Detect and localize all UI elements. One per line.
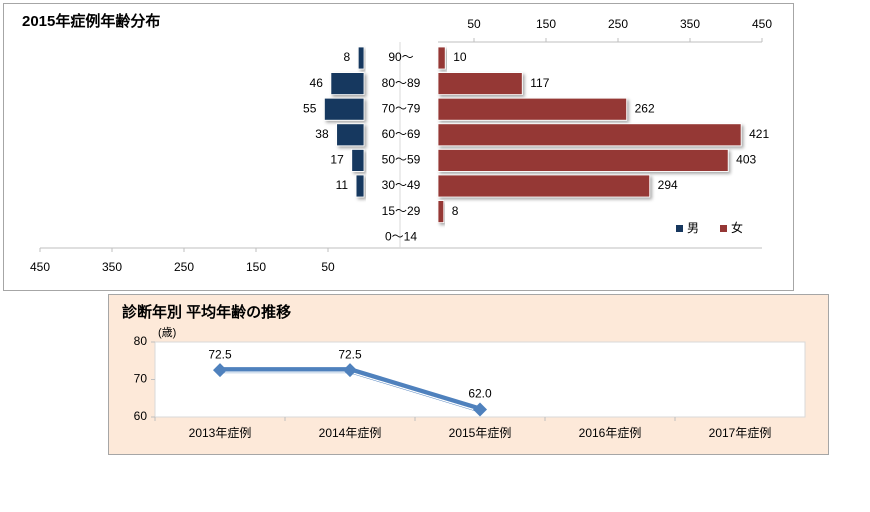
x-tick-label: 50 <box>467 17 481 31</box>
bar <box>437 148 729 172</box>
bar <box>336 123 365 147</box>
value-label: 72.5 <box>338 347 362 361</box>
bar <box>355 174 365 198</box>
value-label: 46 <box>310 76 324 90</box>
x-tick-label: 450 <box>30 260 50 274</box>
x-tick-label: 350 <box>102 260 122 274</box>
bar <box>323 97 365 121</box>
value-label: 10 <box>453 50 467 64</box>
value-label: 72.5 <box>208 347 232 361</box>
y-axis-label: (歳) <box>158 326 176 339</box>
category-label: 70〜79 <box>382 101 421 115</box>
value-label: 403 <box>736 153 756 167</box>
value-label: 294 <box>658 178 678 192</box>
x-tick-label: 2013年症例 <box>189 425 252 440</box>
x-tick-label: 350 <box>680 17 700 31</box>
category-label: 60〜69 <box>382 127 421 141</box>
value-label: 62.0 <box>468 387 492 401</box>
category-label: 30〜49 <box>382 178 421 192</box>
bar <box>357 46 365 70</box>
chart-title: 診断年別 平均年齢の推移 <box>122 303 291 321</box>
category-label: 15〜29 <box>382 204 421 218</box>
value-label: 117 <box>530 76 549 90</box>
x-tick-label: 2017年症例 <box>709 425 772 440</box>
x-tick-label: 250 <box>608 17 628 31</box>
bar <box>437 174 651 198</box>
bar <box>351 148 365 172</box>
legend-label: 女 <box>731 220 743 235</box>
x-tick-label: 2014年症例 <box>319 425 382 440</box>
value-label: 8 <box>344 50 351 64</box>
point-marker <box>343 363 357 378</box>
x-tick-label: 450 <box>752 17 772 31</box>
x-tick-label: 2016年症例 <box>579 425 642 440</box>
value-label: 421 <box>749 127 769 141</box>
legend-label: 男 <box>687 221 699 235</box>
value-label: 262 <box>635 101 655 115</box>
category-label: 50〜59 <box>382 153 421 167</box>
legend-swatch <box>676 225 683 232</box>
point-marker <box>473 402 487 417</box>
bar <box>437 72 523 95</box>
category-label: 80〜89 <box>382 76 421 90</box>
bar <box>437 123 742 147</box>
category-label: 90〜 <box>388 50 413 64</box>
bar <box>437 200 445 224</box>
y-tick-label: 70 <box>134 372 148 386</box>
x-tick-label: 150 <box>536 17 556 31</box>
bar <box>437 46 446 70</box>
chart-title: 2015年症例年齢分布 <box>22 12 160 30</box>
bar <box>437 97 628 121</box>
legend-swatch <box>720 225 727 232</box>
chart-frame <box>3 3 794 291</box>
value-label: 11 <box>336 178 349 192</box>
value-label: 55 <box>303 101 317 115</box>
value-label: 38 <box>315 127 329 141</box>
x-tick-label: 250 <box>174 260 194 274</box>
x-tick-label: 150 <box>246 260 266 274</box>
point-marker <box>213 363 227 378</box>
x-tick-label: 2015年症例 <box>449 425 512 440</box>
x-tick-label: 50 <box>321 260 335 274</box>
value-label: 17 <box>330 153 344 167</box>
bar <box>330 72 365 95</box>
y-tick-label: 80 <box>134 334 148 348</box>
value-label: 8 <box>452 204 459 218</box>
y-tick-label: 60 <box>134 409 148 423</box>
category-label: 0〜14 <box>385 229 417 243</box>
